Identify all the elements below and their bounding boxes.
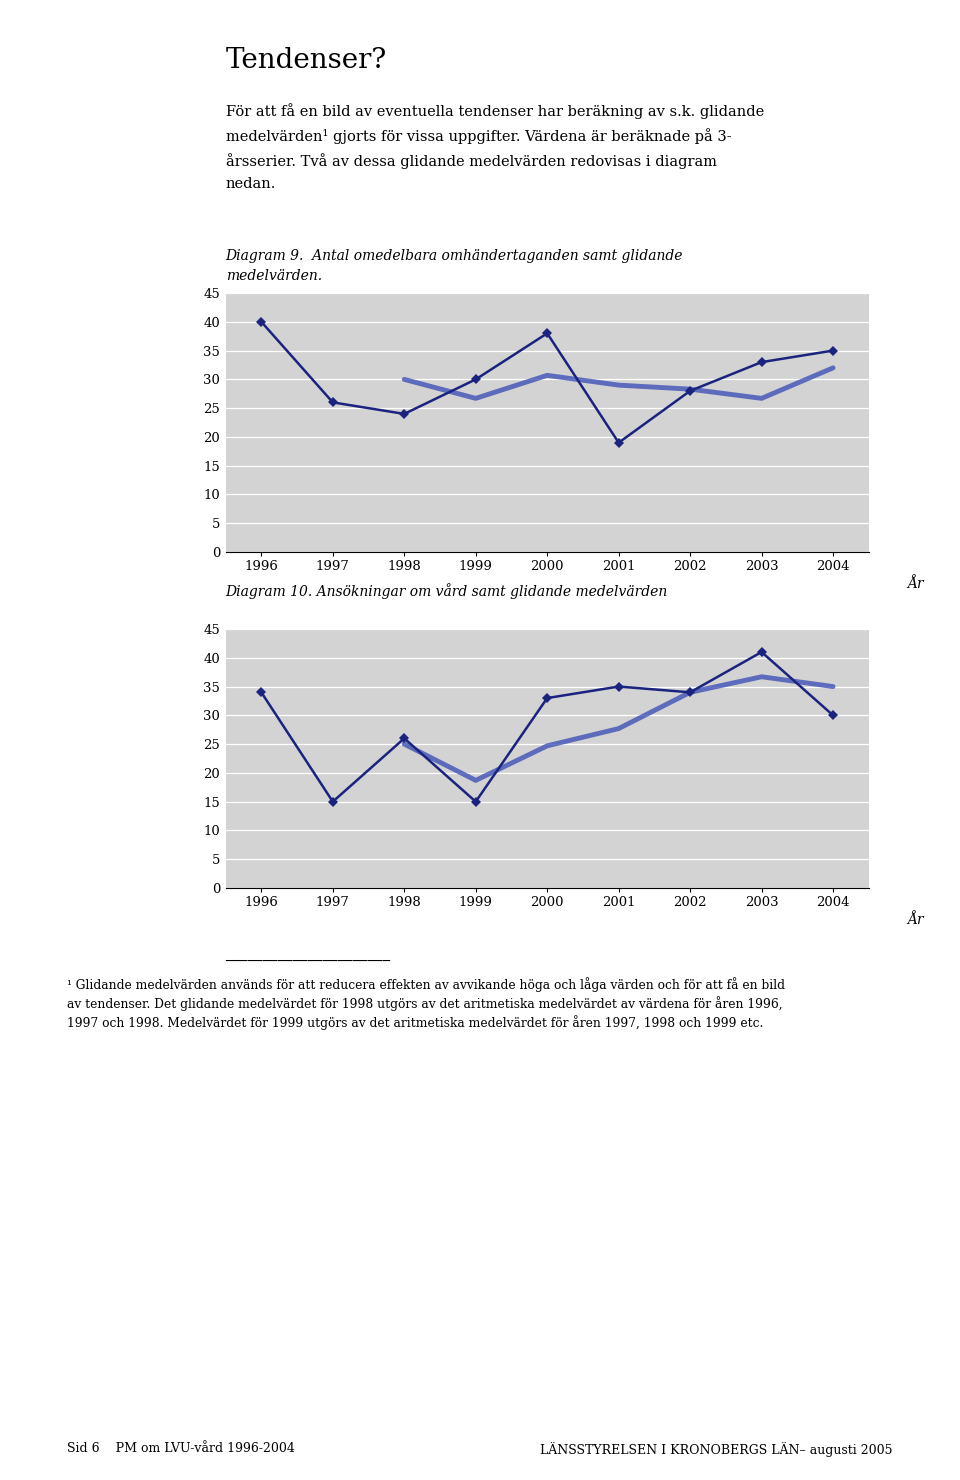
Text: LÄNSSTYRELSEN I KRONOBERGS LÄN– augusti 2005: LÄNSSTYRELSEN I KRONOBERGS LÄN– augusti … (540, 1442, 893, 1456)
Text: Sid 6    PM om LVU-vård 1996-2004: Sid 6 PM om LVU-vård 1996-2004 (67, 1442, 295, 1455)
Text: Diagram 10. Ansökningar om vård samt glidande medelvärden: Diagram 10. Ansökningar om vård samt gli… (226, 583, 668, 599)
Text: Tendenser?: Tendenser? (226, 47, 387, 74)
Text: ¹ Glidande medelvärden används för att reducera effekten av avvikande höga och l: ¹ Glidande medelvärden används för att r… (67, 977, 785, 992)
Text: ──────────────────────: ────────────────────── (226, 955, 391, 968)
Text: För att få en bild av eventuella tendenser har beräkning av s.k. glidande
medelv: För att få en bild av eventuella tendens… (226, 104, 764, 191)
Text: medelvärden.: medelvärden. (226, 269, 322, 283)
Text: År: År (908, 913, 924, 926)
Text: av tendenser. Det glidande medelvärdet för 1998 utgörs av det aritmetiska medelv: av tendenser. Det glidande medelvärdet f… (67, 996, 782, 1011)
Text: År: År (908, 577, 924, 591)
Text: 1997 och 1998. Medelvärdet för 1999 utgörs av det aritmetiska medelvärdet för år: 1997 och 1998. Medelvärdet för 1999 utgö… (67, 1015, 763, 1030)
Text: Diagram 9.  Antal omedelbara omhändertaganden samt glidande: Diagram 9. Antal omedelbara omhändertaga… (226, 249, 684, 262)
